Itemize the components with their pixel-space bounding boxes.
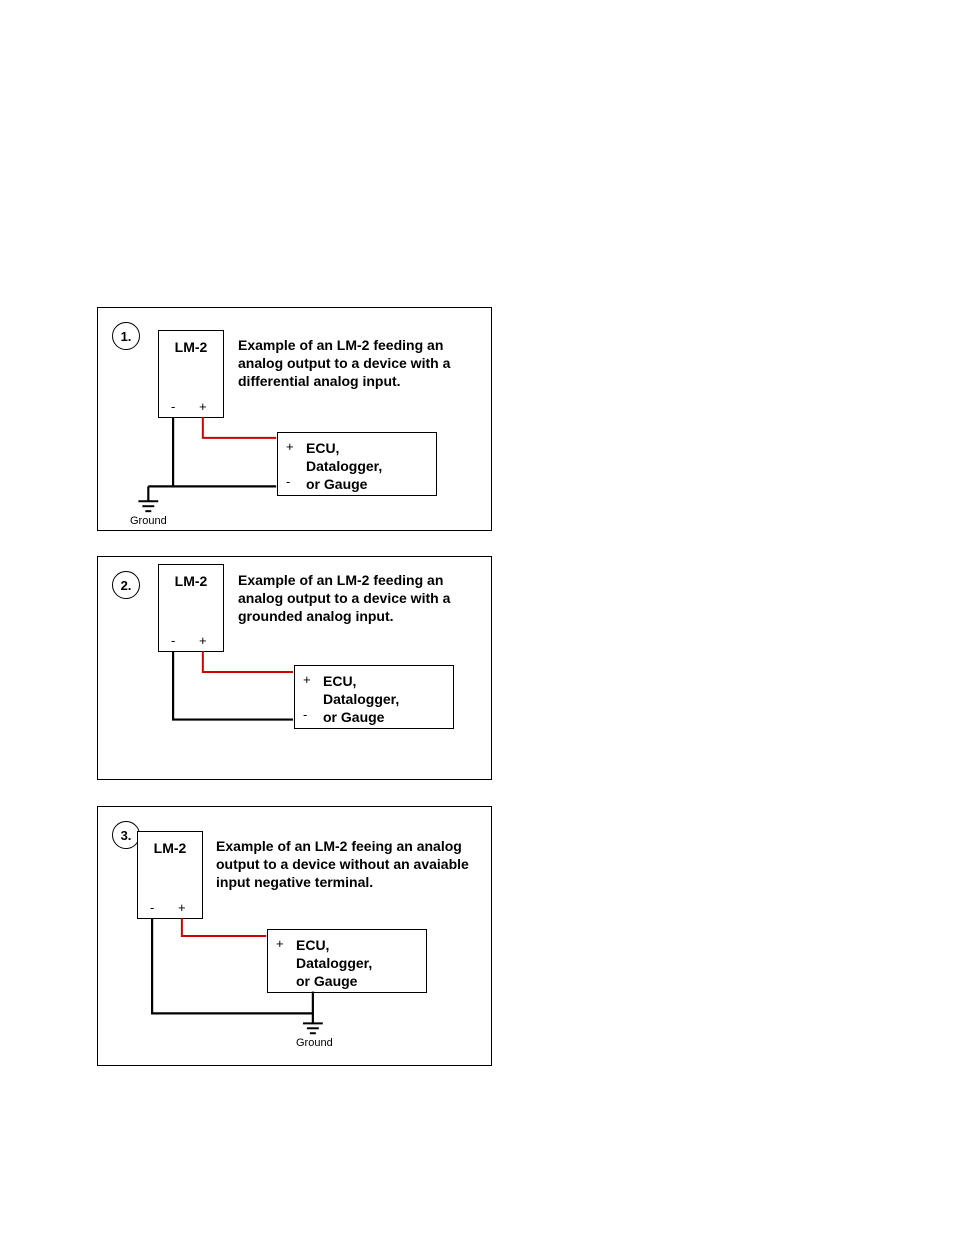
ground-label: Ground [296,1037,333,1049]
page: 1. LM-2 - + Example of an LM-2 feeding a… [0,0,954,1235]
diagram-panel-2: 2. LM-2 - + Example of an LM-2 feeding a… [97,556,492,780]
wiring-svg [98,807,491,1065]
diagram-panel-3: 3. LM-2 - + Example of an LM-2 feeing an… [97,806,492,1066]
diagram-panel-1: 1. LM-2 - + Example of an LM-2 feeding a… [97,307,492,531]
ground-label: Ground [130,515,167,527]
wiring-svg [98,557,491,779]
wiring-svg [98,308,491,530]
